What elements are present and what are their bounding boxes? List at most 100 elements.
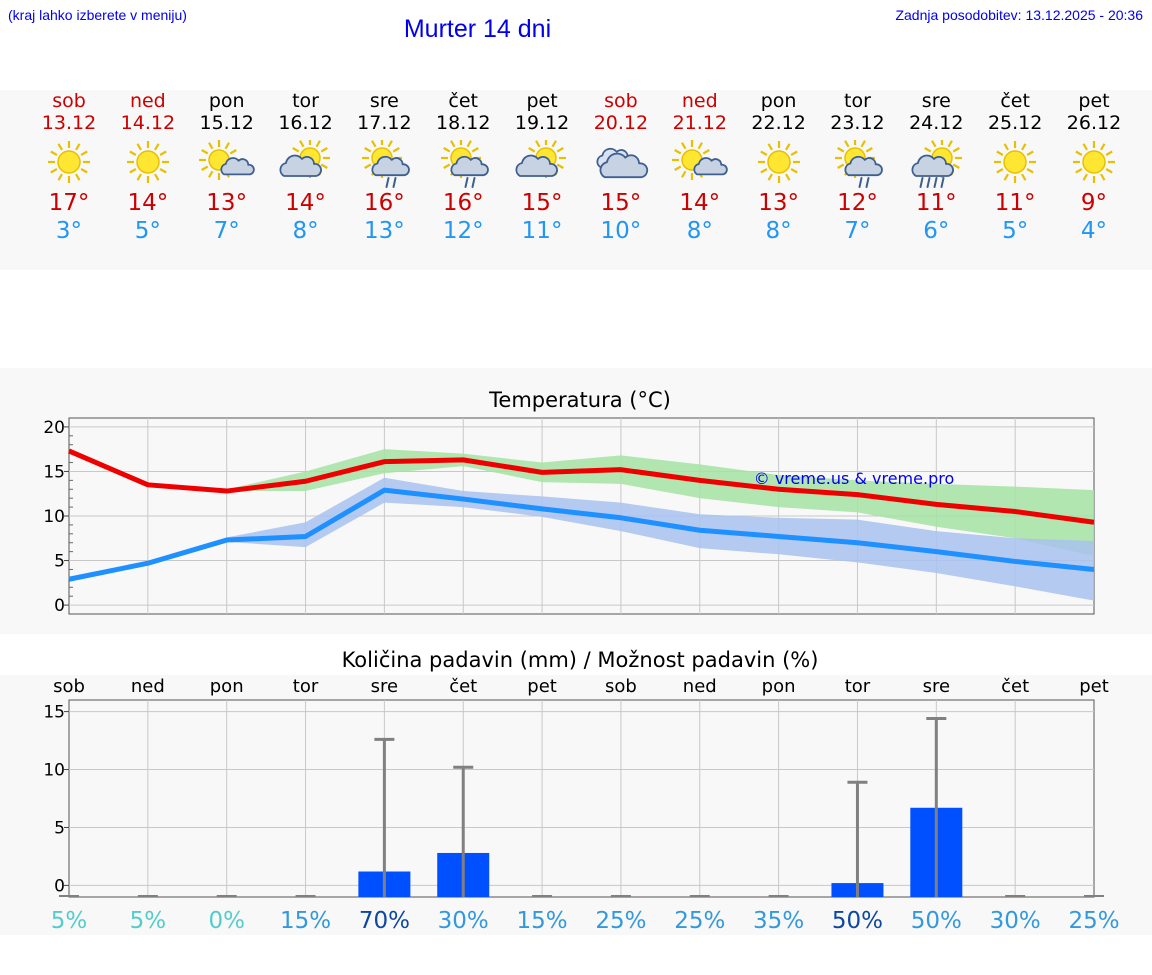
min-temperature: 5°: [1002, 218, 1029, 244]
max-temperature: 15°: [600, 190, 642, 216]
day-name: tor: [844, 90, 871, 112]
overcast-icon: [596, 147, 648, 179]
max-temperature: 17°: [48, 190, 90, 216]
day-label: sob: [605, 676, 637, 697]
min-temperature: 8°: [686, 218, 713, 244]
day-column: sob 13.12 17° 3°: [29, 90, 109, 245]
last-updated: Zadnja posodobitev: 13.12.2025 - 20:36: [895, 7, 1143, 23]
min-temperature: 5°: [134, 218, 161, 244]
day-label: čet: [1001, 676, 1029, 697]
min-temperature: 12°: [442, 218, 484, 244]
y-tick-label: 15: [43, 703, 65, 723]
y-tick-label: 0: [54, 596, 65, 616]
precipitation-probability: 70%: [359, 908, 410, 934]
precipitation-probability: 50%: [911, 908, 962, 934]
day-date: 14.12: [120, 112, 176, 134]
day-label: pet: [1079, 676, 1109, 697]
day-name: ned: [681, 90, 718, 112]
temperature-chart: 0 5 10 15 20 © vreme.us & vreme.pro: [43, 417, 1095, 616]
day-name: sob: [52, 90, 86, 112]
max-temperature: 11°: [994, 190, 1036, 216]
day-date: 13.12: [41, 112, 97, 134]
day-date: 18.12: [436, 112, 491, 134]
max-temperature: 13°: [206, 190, 248, 216]
day-name: čet: [448, 90, 479, 112]
precipitation-probability: 5%: [130, 908, 167, 934]
day-label: ned: [683, 676, 717, 697]
day-name: sre: [369, 90, 399, 112]
day-column: ned 14.12 14° 5°: [108, 90, 188, 245]
day-date: 22.12: [751, 112, 806, 134]
day-column: pet 19.12 15° 11°: [502, 90, 582, 245]
min-temperature: 4°: [1080, 218, 1108, 244]
y-tick-label: 5: [54, 552, 65, 572]
precipitation-probability: 0%: [208, 908, 245, 934]
max-temperature-line: [68, 448, 1095, 525]
sun-cloud-heavy-rain-icon: [911, 140, 963, 188]
day-date: 25.12: [987, 112, 1043, 134]
min-temperature: 8°: [765, 218, 792, 244]
precipitation-probability: 15%: [280, 908, 331, 934]
daily-forecast-strip: sob 13.12 17° 3° ned 14.12 14° 5° pon 15.1…: [0, 90, 1152, 270]
sun-cloud-rain-icon: [362, 140, 411, 188]
y-tick-label: 15: [43, 462, 65, 482]
day-column: pon 22.12 13° 8°: [739, 90, 819, 245]
day-name: ned: [129, 90, 166, 112]
day-date: 16.12: [278, 112, 333, 134]
day-label: tor: [293, 676, 319, 697]
day-column: ned 21.12 14° 8°: [660, 90, 740, 245]
y-tick-label: 10: [43, 761, 65, 781]
y-tick-label: 10: [43, 507, 65, 527]
day-column: sre 17.12 16° 13°: [344, 90, 424, 245]
day-name: sob: [604, 90, 638, 112]
sun-small-cloud-icon: [198, 140, 255, 180]
max-temperature: 14°: [127, 190, 169, 216]
day-label: pon: [210, 676, 244, 697]
precipitation-probability: 15%: [517, 908, 568, 934]
max-temperature: 11°: [915, 190, 957, 216]
sun-icon: [48, 141, 90, 183]
max-temperature: 14°: [679, 190, 721, 216]
sun-icon: [994, 141, 1037, 183]
day-date: 21.12: [672, 112, 727, 134]
min-temperature: 7°: [844, 218, 871, 244]
min-temperature: 10°: [600, 218, 642, 244]
cloud-sun-icon: [279, 140, 330, 178]
sun-icon: [126, 141, 169, 183]
day-name: pet: [1078, 90, 1110, 112]
precipitation-probability: 25%: [595, 908, 646, 934]
day-name: pet: [526, 90, 558, 112]
sun-icon: [1073, 141, 1115, 183]
y-tick-label: 20: [43, 418, 65, 438]
max-temperature: 12°: [837, 190, 878, 216]
y-tick-label: 0: [54, 876, 65, 896]
day-column: čet 25.12 11° 5°: [975, 90, 1055, 245]
min-temperature: 3°: [55, 218, 83, 244]
day-name: tor: [292, 90, 319, 112]
day-label: tor: [845, 676, 871, 697]
day-label: čet: [449, 676, 477, 697]
sun-icon: [757, 141, 800, 183]
day-date: 17.12: [357, 112, 412, 134]
day-date: 24.12: [909, 112, 964, 134]
max-temperature: 9°: [1080, 190, 1108, 216]
sun-cloud-rain-icon: [835, 140, 884, 188]
precipitation-probability: 5%: [51, 908, 88, 934]
precipitation-probability: 25%: [1068, 908, 1119, 934]
day-label: pet: [527, 676, 557, 697]
min-temperature: 13°: [363, 218, 405, 244]
precipitation-probability: 35%: [753, 908, 804, 934]
day-column: pet 26.12 9° 4°: [1054, 90, 1134, 245]
sun-small-cloud-icon: [671, 140, 728, 180]
day-column: sob 20.12 15° 10°: [581, 90, 661, 245]
precipitation-chart: sob ned pon tor sre čet pet sob ned pon tor sre čet p…: [43, 676, 1119, 934]
day-name: čet: [1000, 90, 1030, 112]
watermark: © vreme.us & vreme.pro: [754, 469, 955, 488]
cloud-sun-icon: [515, 140, 567, 178]
precipitation-probability: 50%: [832, 908, 883, 934]
day-column: tor 23.12 12° 7°: [817, 90, 897, 245]
temperature-chart-title: Temperatura (°C): [489, 388, 671, 412]
max-temperature: 13°: [758, 190, 799, 216]
precipitation-chart-title: Količina padavin (mm) / Možnost padavin …: [341, 648, 819, 672]
max-temperature: 16°: [363, 190, 405, 216]
